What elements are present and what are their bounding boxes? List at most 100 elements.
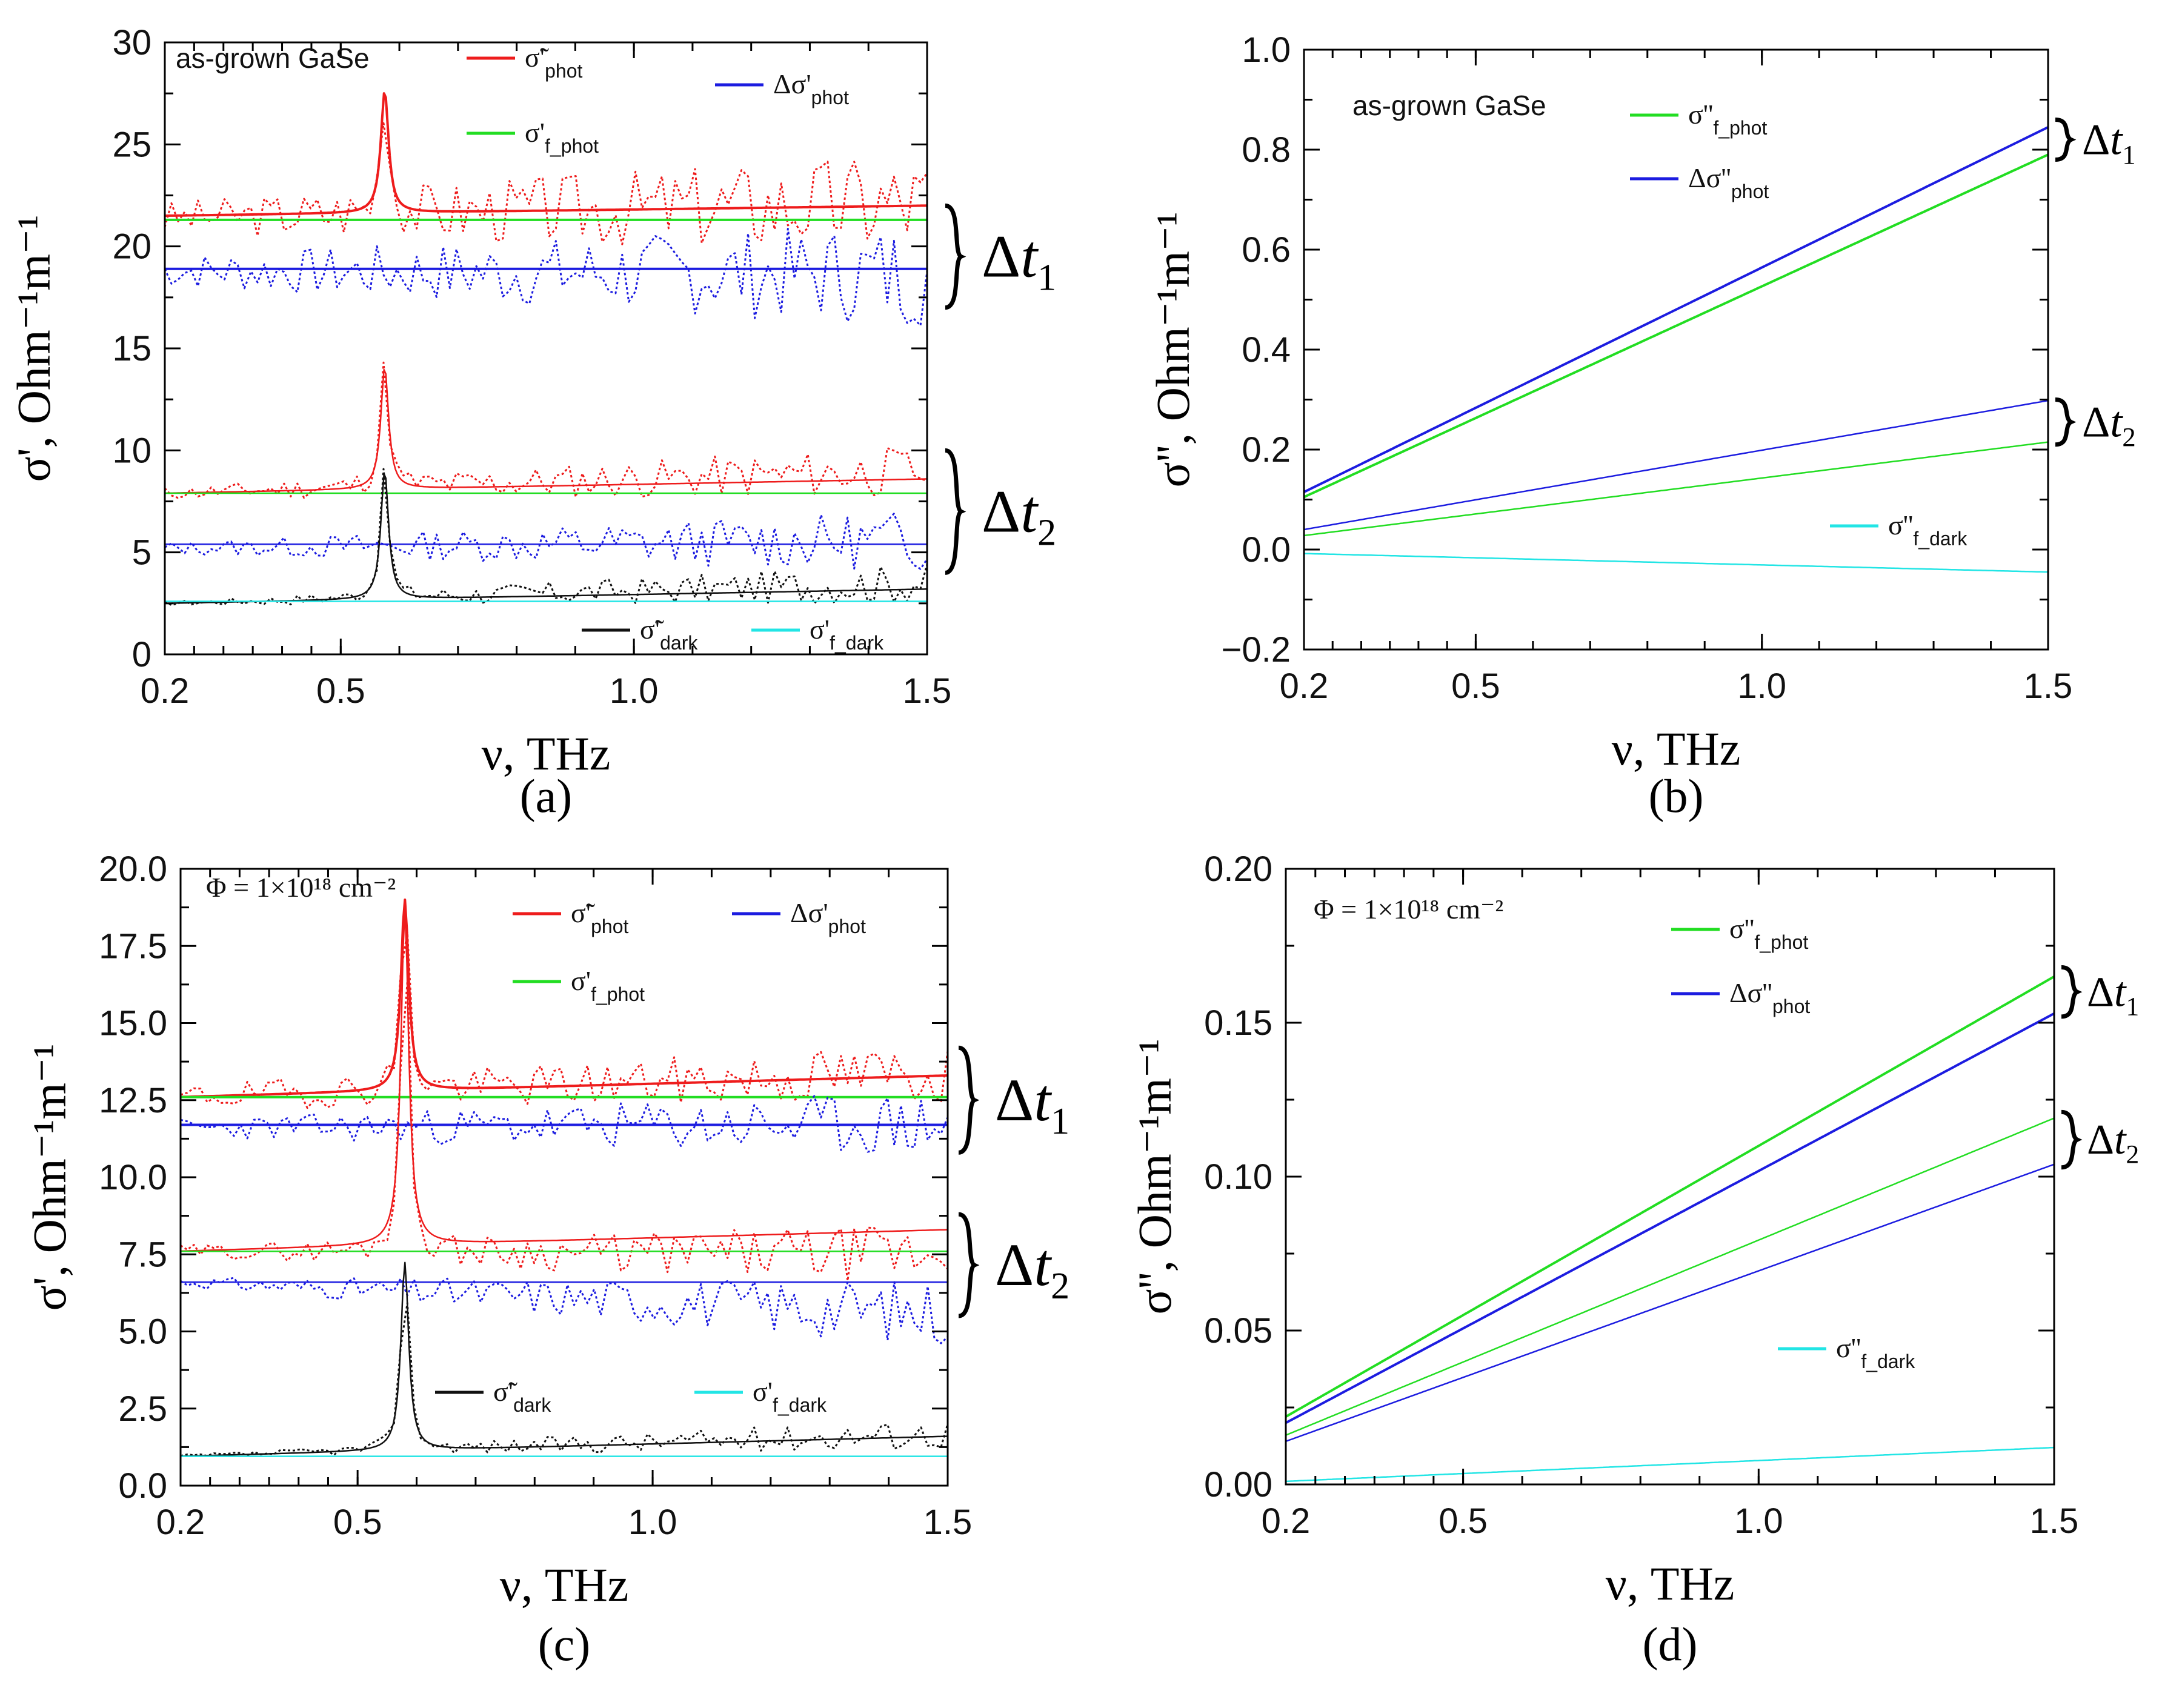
- legend-label: σ̃'dark: [493, 1376, 551, 1416]
- brace: [944, 448, 966, 575]
- legend-label: σ̃'phot: [571, 897, 628, 937]
- legend-sub: phot: [1731, 181, 1769, 202]
- y-tick-label: 0.0: [1242, 530, 1291, 570]
- y-tick-label: 20.0: [99, 849, 167, 889]
- y-tick-label: 20: [112, 227, 151, 267]
- brace-sub: 2: [2122, 422, 2135, 452]
- x-tick-label: 0.5: [333, 1503, 382, 1542]
- y-tick-label: 0.15: [1204, 1003, 1272, 1043]
- legend-sub: f_phot: [1713, 117, 1767, 139]
- legend-entry: σ'f_phot: [467, 117, 599, 157]
- series-line: [165, 513, 927, 570]
- brace-group: Δt2: [2061, 1109, 2139, 1170]
- series-line: [181, 980, 948, 1282]
- legend-label: Δσ'phot: [790, 897, 866, 937]
- brace-sub: 1: [1051, 1101, 1069, 1142]
- brace-label-italic: t: [1034, 1066, 1052, 1134]
- series-line: [1304, 553, 2048, 573]
- legend-label: σ''f_phot: [1729, 913, 1808, 953]
- y-axis-label: σ', Ohm⁻¹m⁻¹: [7, 215, 60, 482]
- legend-entry: σ'f_dark: [694, 1376, 827, 1416]
- x-axis-label: ν, THz: [500, 1558, 629, 1611]
- series-line: [181, 908, 948, 1252]
- legend-sub: phot: [591, 915, 628, 937]
- brace-label-italic: t: [2110, 115, 2123, 164]
- x-tick-label: 0.2: [156, 1503, 205, 1542]
- y-tick-label: 30: [112, 23, 151, 62]
- y-tick-label: 15.0: [99, 1004, 167, 1043]
- plot-frame: [179, 868, 949, 1487]
- legend-label: Δσ''phot: [1688, 162, 1769, 202]
- legend-entry: Δσ'phot: [715, 68, 849, 108]
- y-axis-label: σ'', Ohm⁻¹m⁻¹: [1128, 1039, 1181, 1315]
- legend-sub: f_dark: [1861, 1351, 1915, 1372]
- legend-label: σ''f_dark: [1836, 1332, 1915, 1372]
- series-line: [165, 92, 927, 218]
- brace-label: Δt2: [995, 1231, 1069, 1307]
- legend-entry: Δσ''phot: [1630, 162, 1769, 202]
- legend-entry: Δσ'phot: [732, 897, 866, 937]
- brace-sub: 2: [2126, 1140, 2139, 1169]
- legend-entry: Δσ''phot: [1671, 977, 1810, 1017]
- y-tick-label: 0.0: [118, 1466, 167, 1506]
- series-line: [165, 368, 927, 494]
- series-line: [1286, 1012, 2054, 1424]
- annotation: Φ = 1×10¹⁸ cm⁻²: [1314, 894, 1503, 925]
- y-tick-label: 0: [132, 635, 151, 674]
- series-group: [1304, 126, 2048, 573]
- legend-label: σ̃'dark: [640, 614, 698, 654]
- y-tick-label: 15: [112, 329, 151, 368]
- legend-label: σ''f_phot: [1688, 99, 1767, 139]
- legend-sub: phot: [545, 60, 582, 82]
- series-group: [181, 899, 948, 1457]
- y-tick-label: 7.5: [118, 1235, 167, 1274]
- brace-sub: 2: [1037, 512, 1056, 553]
- y-tick-label: 0.6: [1242, 230, 1291, 270]
- x-tick-label: 0.5: [316, 671, 365, 711]
- series-line: [1286, 1117, 2054, 1436]
- annotation: as-grown GaSe: [1352, 90, 1546, 121]
- y-tick-label: 0.20: [1204, 849, 1272, 889]
- brace-label: Δt2: [982, 477, 1056, 553]
- legend-sub: phot: [1772, 995, 1810, 1017]
- panel-c: 0.2 0.5 1.0 1.5 0.0 2.5 5.0 7.5 10.0 12.5 15.0 17.5…: [23, 849, 1069, 1670]
- x-tick-label: 1.0: [1734, 1501, 1783, 1541]
- panel-a: 0.2 0.5 1.0 1.5 0 5 10 15 20 25 30 ν, THz σ', Ohm⁻¹m…: [7, 23, 1056, 822]
- legend-label: σ'f_dark: [810, 614, 884, 654]
- legend-sub: f_phot: [545, 135, 599, 157]
- legend-entry: σ''f_dark: [1830, 510, 1967, 550]
- series-line: [1304, 441, 2048, 537]
- legend-label: σ̃'phot: [525, 42, 582, 82]
- y-tick-label: 17.5: [99, 926, 167, 966]
- legend-entry: σ''f_phot: [1630, 99, 1767, 139]
- series-line: [1304, 153, 2048, 499]
- series-line: [1286, 975, 2054, 1418]
- legend-entry: σ''f_dark: [1778, 1332, 1915, 1372]
- brace-label: Δt1: [2087, 969, 2139, 1021]
- x-tick-label: 1.5: [923, 1503, 973, 1542]
- legend-sub: f_dark: [773, 1394, 827, 1416]
- brace: [958, 1045, 980, 1155]
- series-line: [165, 361, 927, 499]
- brace-label: Δt2: [2082, 397, 2136, 452]
- x-axis-label: ν, THz: [1606, 1557, 1735, 1610]
- annotation: as-grown GaSe: [176, 42, 370, 74]
- legend-entry: σ̃'dark: [435, 1376, 551, 1416]
- legend-label: Δσ'phot: [773, 68, 849, 108]
- y-tick-label: 0.05: [1204, 1311, 1272, 1351]
- brace: [2061, 1109, 2083, 1170]
- x-tick-label: 1.5: [903, 671, 952, 711]
- y-tick-label: 1.0: [1242, 30, 1291, 70]
- y-axis-label: σ'', Ohm⁻¹m⁻¹: [1146, 212, 1199, 488]
- brace-label-italic: t: [2114, 969, 2127, 1015]
- brace-label-italic: t: [2110, 397, 2123, 446]
- legend-entry: σ'f_dark: [751, 614, 884, 654]
- panel-label: (d): [1643, 1618, 1698, 1670]
- series-line: [1286, 1446, 2054, 1483]
- legend-sub: dark: [513, 1394, 551, 1416]
- x-tick-label: 0.5: [1451, 666, 1500, 706]
- series-line: [181, 1301, 948, 1457]
- plot-frame: [164, 41, 928, 656]
- brace: [958, 1212, 980, 1318]
